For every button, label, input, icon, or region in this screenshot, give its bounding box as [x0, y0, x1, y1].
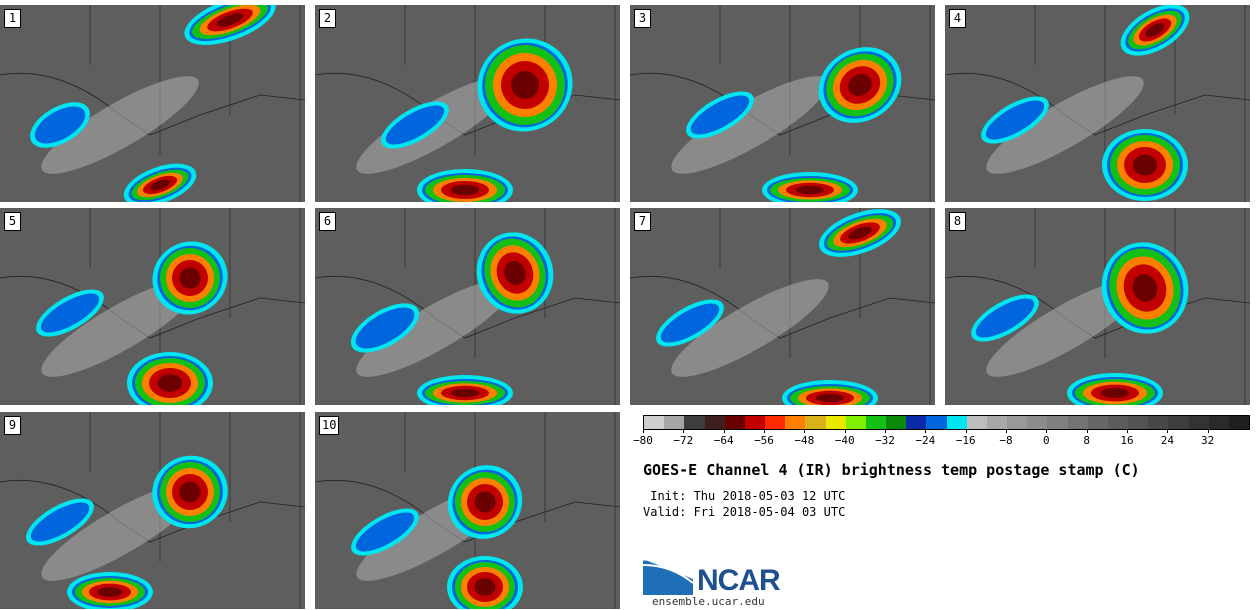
colorbar-swatch — [1007, 416, 1028, 429]
ensemble-member-panel: 1 — [0, 5, 305, 202]
colorbar-swatch — [1087, 416, 1108, 429]
colorbar-tick-label: 0 — [1043, 434, 1050, 447]
colorbar-swatch — [1128, 416, 1149, 429]
colorbar-swatch — [785, 416, 806, 429]
ensemble-member-panel: 8 — [945, 208, 1250, 405]
colorbar-swatch — [1107, 416, 1129, 429]
colorbar-swatch — [644, 416, 665, 429]
panel-number-label: 1 — [4, 9, 21, 28]
colorbar-tick-label: −40 — [834, 434, 855, 447]
panel-number-label: 8 — [949, 212, 966, 231]
colorbar-swatch — [1047, 416, 1068, 429]
colorbar-tick-label: −24 — [915, 434, 936, 447]
panel-number-label: 6 — [319, 212, 336, 231]
satellite-image-icon — [315, 412, 620, 609]
satellite-image-icon — [630, 208, 935, 405]
satellite-image-icon — [630, 5, 935, 202]
panel-number-label: 2 — [319, 9, 336, 28]
figure-title: GOES-E Channel 4 (IR) brightness temp po… — [643, 461, 1140, 479]
colorbar-swatch — [886, 416, 907, 429]
colorbar-tick — [1127, 429, 1128, 433]
colorbar-tick — [1167, 429, 1169, 433]
ensemble-member-panel: 9 — [0, 412, 305, 609]
panel-number-label: 9 — [4, 416, 21, 435]
satellite-image-icon — [0, 208, 305, 405]
satellite-image-icon — [315, 208, 620, 405]
panel-number-label: 10 — [319, 416, 340, 435]
colorbar-tick-label: −8 — [999, 434, 1013, 447]
ncar-logo-icon — [643, 557, 695, 595]
colorbar-tick-label: 24 — [1160, 434, 1174, 447]
ensemble-member-panel: 2 — [315, 5, 620, 202]
colorbar-swatch — [684, 416, 705, 429]
colorbar-tick-label: 8 — [1083, 434, 1090, 447]
ensemble-member-panel: 7 — [630, 208, 935, 405]
ensemble-member-panel: 4 — [945, 5, 1250, 202]
colorbar-swatch — [946, 416, 967, 429]
satellite-image-icon — [0, 412, 305, 609]
colorbar-swatch — [744, 416, 766, 429]
ensemble-member-panel: 6 — [315, 208, 620, 405]
colorbar-swatch — [926, 416, 947, 429]
colorbar-tick — [683, 429, 685, 433]
colorbar-tick — [925, 429, 927, 433]
colorbar-swatch — [1067, 416, 1088, 429]
colorbar-swatch — [825, 416, 846, 429]
panel-number-label: 3 — [634, 9, 651, 28]
satellite-image-icon — [0, 5, 305, 202]
colorbar-swatch — [1148, 416, 1169, 429]
colorbar — [643, 415, 1250, 430]
satellite-image-icon — [945, 5, 1250, 202]
colorbar-tick — [643, 429, 644, 433]
colorbar-tick — [723, 429, 725, 433]
colorbar-tick — [1207, 429, 1209, 433]
ensemble-member-panel: 5 — [0, 208, 305, 405]
colorbar-tick — [1046, 429, 1048, 433]
colorbar-tick — [885, 429, 886, 433]
colorbar-tick — [1086, 429, 1088, 433]
colorbar-swatch — [765, 416, 786, 429]
colorbar-tick-label: 32 — [1201, 434, 1215, 447]
satellite-image-icon — [945, 208, 1250, 405]
colorbar-tick-label: −16 — [955, 434, 976, 447]
colorbar-tick-label: −48 — [794, 434, 815, 447]
panel-number-label: 5 — [4, 212, 21, 231]
colorbar-swatch — [664, 416, 685, 429]
colorbar-tick-label: −80 — [633, 434, 653, 447]
ncar-logo-text: NCAR — [697, 564, 781, 597]
colorbar-swatch — [845, 416, 866, 429]
ensemble-member-panel: 3 — [630, 5, 935, 202]
colorbar-tick-label: −72 — [673, 434, 694, 447]
colorbar-swatch — [724, 416, 745, 429]
colorbar-swatch — [906, 416, 927, 429]
panel-number-label: 4 — [949, 9, 966, 28]
colorbar-tick-label: −56 — [754, 434, 774, 447]
colorbar-swatch — [865, 416, 887, 429]
colorbar-tick — [764, 429, 765, 433]
colorbar-swatch — [1027, 416, 1048, 429]
colorbar-swatch — [1168, 416, 1189, 429]
colorbar-tick-label: −64 — [713, 434, 734, 447]
colorbar-swatch — [1208, 416, 1229, 429]
colorbar-swatch — [1228, 416, 1250, 429]
colorbar-swatch — [704, 416, 725, 429]
colorbar-tick — [844, 429, 846, 433]
colorbar-tick — [965, 429, 967, 433]
colorbar-tick — [1006, 429, 1007, 433]
init-time: Init: Thu 2018-05-03 12 UTC — [643, 489, 846, 503]
satellite-image-icon — [315, 5, 620, 202]
valid-time: Valid: Fri 2018-05-04 03 UTC — [643, 505, 846, 519]
site-url[interactable]: ensemble.ucar.edu — [652, 595, 765, 608]
colorbar-swatch — [1188, 416, 1209, 429]
colorbar-tick-label: 16 — [1120, 434, 1134, 447]
colorbar-tick-label: −32 — [875, 434, 895, 447]
colorbar-swatch — [986, 416, 1008, 429]
colorbar-swatch — [805, 416, 826, 429]
ensemble-member-panel: 10 — [315, 412, 620, 609]
panel-number-label: 7 — [634, 212, 651, 231]
colorbar-swatch — [966, 416, 987, 429]
colorbar-tick — [804, 429, 806, 433]
